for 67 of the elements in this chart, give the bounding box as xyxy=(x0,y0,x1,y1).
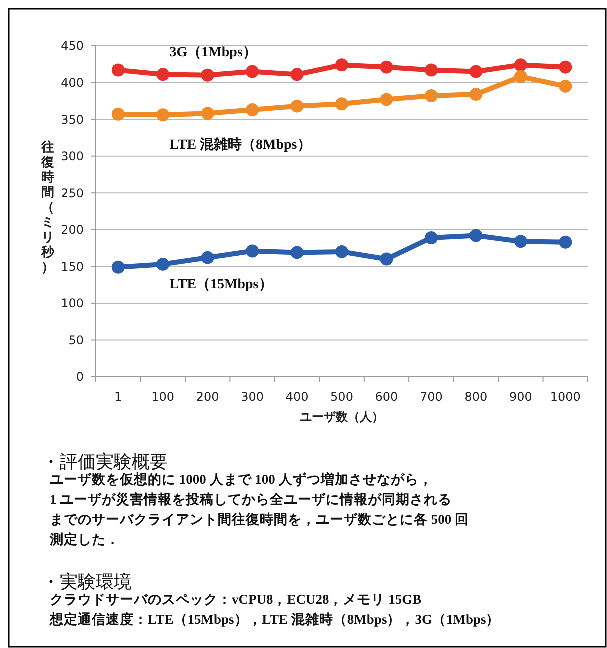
x-tick-label: 700 xyxy=(420,390,443,404)
y-tick-label: 300 xyxy=(61,150,84,164)
point xyxy=(380,93,394,106)
point xyxy=(246,103,260,116)
y-tick-label: 450 xyxy=(61,39,84,54)
point xyxy=(424,231,438,244)
x-axis-title: ユーザ数（人） xyxy=(300,410,384,424)
point xyxy=(559,60,572,74)
x-tick-label: 200 xyxy=(196,390,220,404)
point xyxy=(380,252,394,266)
point xyxy=(201,251,214,264)
x-tick-label: 1 xyxy=(114,390,122,404)
text: 想定通信速度：LTE（15Mbps），LTE 混雑時（8Mbps），3G（1Mbps） xyxy=(49,611,500,627)
x-tick-label: 800 xyxy=(464,390,488,404)
point xyxy=(156,108,170,122)
x-tick-label: 400 xyxy=(286,390,309,404)
text: 測定した． xyxy=(49,531,120,547)
point xyxy=(336,58,348,72)
text: ・評価実験概要 xyxy=(42,452,168,473)
point xyxy=(290,68,304,82)
point xyxy=(246,65,260,78)
series-label: LTE（15Mbps） xyxy=(170,277,273,292)
point xyxy=(470,88,483,102)
point xyxy=(514,235,528,248)
x-tick-label: 100 xyxy=(152,390,175,404)
point xyxy=(336,98,348,111)
y-tick-label: 350 xyxy=(61,112,84,127)
x-tick-label: 900 xyxy=(509,390,532,404)
point xyxy=(514,70,528,84)
point xyxy=(112,64,125,77)
point xyxy=(380,60,394,74)
y-tick-label: 0 xyxy=(76,370,84,384)
point xyxy=(336,245,348,258)
text: ・実験環境 xyxy=(42,572,132,593)
point xyxy=(201,107,214,120)
point xyxy=(112,260,125,274)
y-tick-label: 250 xyxy=(61,186,84,200)
x-tick-label: 300 xyxy=(241,390,264,404)
point xyxy=(201,68,214,82)
text: 1 ユーザが災害情報を投稿してから全ユーザに情報が同期される xyxy=(50,491,452,507)
y-tick-label: 50 xyxy=(68,333,84,348)
point xyxy=(290,100,304,113)
text: ユーザ数を仮想的に 1000 人まで 100 人ずつ増加させながら， xyxy=(50,471,433,488)
y-tick-label: 150 xyxy=(61,260,84,274)
text: 往復時間（ミリ秒） xyxy=(42,140,54,276)
point xyxy=(156,68,170,82)
x-tick-label: 1000 xyxy=(550,390,581,404)
point xyxy=(559,236,572,249)
y-tick-label: 200 xyxy=(61,223,84,238)
y-tick-label: 100 xyxy=(61,296,84,311)
point xyxy=(112,108,125,121)
text: までのサーバクライアント間往復時間を，ユーザ数ごとに各 500 回 xyxy=(50,512,469,527)
point xyxy=(559,80,572,93)
point xyxy=(424,90,438,103)
point xyxy=(290,246,304,260)
point xyxy=(156,258,170,271)
y-tick-label: 400 xyxy=(61,76,84,90)
x-tick-label: 600 xyxy=(375,390,398,404)
series-label: LTE 混雑時（8Mbps） xyxy=(170,137,312,154)
point xyxy=(514,58,528,72)
point xyxy=(470,229,483,242)
point xyxy=(470,65,483,78)
x-tick-label: 500 xyxy=(330,390,354,404)
text: クラウドサーバのスペック：vCPU8，ECU28，メモリ 15GB xyxy=(50,592,422,607)
series-label: 3G（1Mbps） xyxy=(170,46,257,61)
point xyxy=(246,244,260,258)
point xyxy=(424,64,438,77)
